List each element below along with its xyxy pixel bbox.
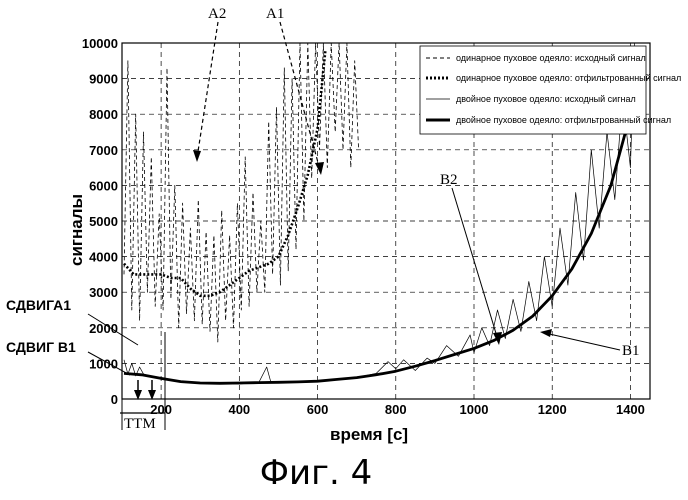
- x-axis-title: время [с]: [330, 425, 408, 444]
- annotation-b2: B2: [440, 172, 458, 188]
- legend-label-double-raw: двойное пуховое одеяло: исходный сигнал: [456, 94, 636, 104]
- y-tick-label: 4000: [89, 250, 118, 265]
- y-tick-label: 5000: [89, 214, 118, 229]
- annotation-b1: B1: [622, 343, 640, 359]
- x-tick-label: 1200: [538, 402, 567, 417]
- y-axis-title: сигналы: [67, 194, 86, 266]
- annotation-a1: A1: [266, 6, 284, 22]
- annotation-ttm: TTM: [124, 416, 156, 432]
- y-tick-label: 10000: [82, 36, 118, 51]
- x-tick-label: 400: [228, 402, 250, 417]
- x-tick-label: 200: [150, 402, 172, 417]
- annotation-a2: A2: [208, 6, 226, 22]
- y-tick-label: 1000: [89, 356, 118, 371]
- legend-label-single-raw: одинарное пуховое одеяло: исходный сигна…: [456, 53, 646, 63]
- annotation-shift-b1: СДВИГ B1: [6, 339, 76, 355]
- y-tick-label: 8000: [89, 107, 118, 122]
- x-tick-label: 1400: [616, 402, 645, 417]
- legend: одинарное пуховое одеяло: исходный сигна…: [420, 46, 681, 134]
- y-tick-label: 9000: [89, 72, 118, 87]
- y-tick-label: 3000: [89, 285, 118, 300]
- x-tick-label: 800: [385, 402, 407, 417]
- figure-caption: Фиг. 4: [260, 453, 372, 493]
- legend-label-double-filtered: двойное пуховое одеяло: отфильтрованный …: [456, 115, 671, 125]
- x-tick-label: 600: [307, 402, 329, 417]
- x-tick-label: 1000: [460, 402, 489, 417]
- y-tick-label: 7000: [89, 143, 118, 158]
- y-tick-label: 0: [111, 392, 118, 407]
- legend-label-single-filtered: одинарное пуховое одеяло: отфильтрованны…: [456, 73, 681, 83]
- y-tick-label: 6000: [89, 178, 118, 193]
- annotation-shift-a1: СДВИГА1: [6, 297, 71, 313]
